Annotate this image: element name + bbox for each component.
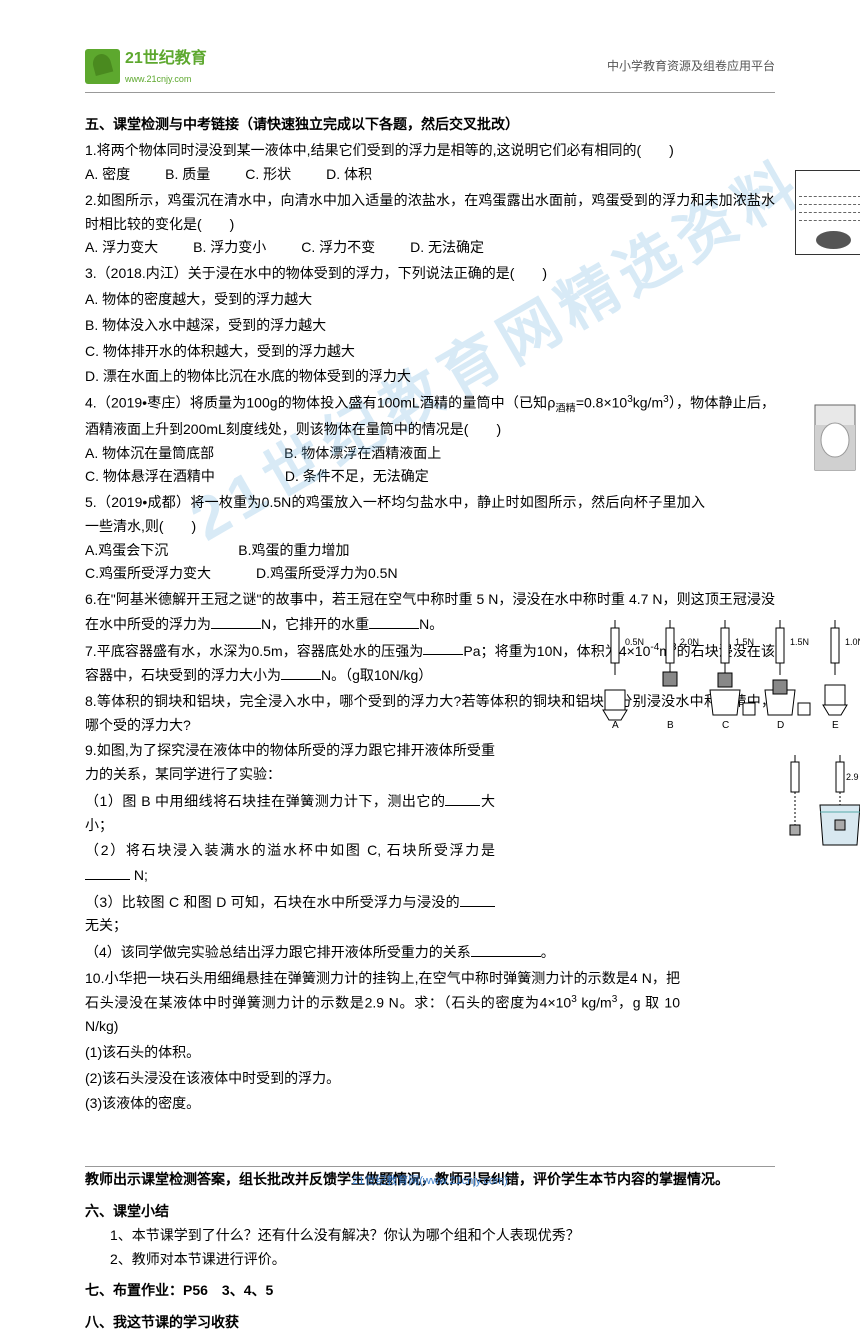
q4-options-2: C. 物体悬浮在酒精中 D. 条件不足，无法确定 [85, 465, 775, 489]
q1-optD: D. 体积 [326, 163, 372, 187]
logo: 21世纪教育 www.21cnjy.com [85, 45, 207, 87]
svg-text:1.0N: 1.0N [845, 637, 860, 647]
figure-cup-egg [805, 395, 860, 475]
q10-item3: (3)该液体的密度。 [85, 1092, 775, 1116]
logo-url: www.21cnjy.com [125, 72, 207, 87]
q4-optC: C. 物体悬浮在酒精中 [85, 465, 215, 489]
q9-item1: （1）图 B 中用细线将石块挂在弹簧测力计下，测出它的大小； [85, 789, 775, 837]
q2-options: A. 浮力变大 B. 浮力变小 C. 浮力不变 D. 无法确定 [85, 236, 775, 260]
svg-text:1.5N: 1.5N [790, 637, 809, 647]
q3-optA: A. 物体的密度越大，受到的浮力越大 [85, 288, 775, 312]
q9-text: 9.如图,为了探究浸在液体中的物体所受的浮力跟它排开液体所受重力的关系，某同学进… [85, 739, 775, 787]
section8-title: 八、我这节课的学习收获 [85, 1311, 775, 1335]
q10-item2: (2)该石头浸没在该液体中时受到的浮力。 [85, 1067, 775, 1091]
section5-title: 五、课堂检测与中考链接（请快速独立完成以下各题，然后交叉批改） [85, 113, 775, 137]
logo-icon [85, 49, 120, 84]
q10-item1: (1)该石头的体积。 [85, 1041, 775, 1065]
svg-text:B: B [667, 720, 674, 730]
q2-optD: D. 无法确定 [410, 236, 484, 260]
q2-optA: A. 浮力变大 [85, 236, 158, 260]
q4-text: 4.（2019•枣庄）将质量为100g的物体投入盛有100mL酒精的量筒中（已知… [85, 391, 775, 441]
q5-optB: B.鸡蛋的重力增加 [238, 539, 349, 563]
q1-optB: B. 质量 [165, 163, 210, 187]
q9-item2: （2）将石块浸入装满水的溢水杯中如图 C, 石块所受浮力是 N; [85, 839, 775, 887]
q4-optB: B. 物体漂浮在酒精液面上 [284, 442, 441, 466]
q9-item4: （4）该同学做完实验总结出浮力跟它排开液体所受重力的关系。 [85, 940, 775, 965]
q5-optA: A.鸡蛋会下沉 [85, 539, 168, 563]
q3-text: 3.（2018.内江）关于浸在水中的物体受到的浮力，下列说法正确的是( ) [85, 262, 775, 286]
svg-text:2.0N: 2.0N [680, 637, 699, 647]
q1-text: 1.将两个物体同时浸没到某一液体中,结果它们受到的浮力是相等的,这说明它们必有相… [85, 139, 775, 163]
q5-optC: C.鸡蛋所受浮力变大 [85, 562, 211, 586]
q1-options: A. 密度 B. 质量 C. 形状 D. 体积 [85, 163, 775, 187]
section7-title: 七、布置作业：P56 3、4、5 [85, 1279, 775, 1303]
q5-text: 5.（2019•成都）将一枚重为0.5N的鸡蛋放入一杯均匀盐水中，静止时如图所示… [85, 491, 775, 539]
section6-item2: 2、教师对本节课进行评价。 [85, 1248, 775, 1272]
section6-title: 六、课堂小结 [85, 1200, 775, 1224]
page-footer: 21世纪教育网(www.21cnjy.com) [85, 1166, 775, 1191]
q5-options-1: A.鸡蛋会下沉 B.鸡蛋的重力增加 [85, 539, 775, 563]
q2-optC: C. 浮力不变 [301, 236, 375, 260]
q1-optC: C. 形状 [245, 163, 291, 187]
svg-text:0.5N: 0.5N [625, 637, 644, 647]
q4-optA: A. 物体沉在量筒底部 [85, 442, 214, 466]
q3-optD: D. 漂在水面上的物体比沉在水底的物体受到的浮力大 [85, 365, 775, 389]
q5-options-2: C.鸡蛋所受浮力变大 D.鸡蛋所受浮力为0.5N [85, 562, 775, 586]
q3-optC: C. 物体排开水的体积越大，受到的浮力越大 [85, 340, 775, 364]
q4-options-1: A. 物体沉在量筒底部 B. 物体漂浮在酒精液面上 [85, 442, 775, 466]
svg-text:A: A [612, 720, 619, 730]
q2-text: 2.如图所示，鸡蛋沉在清水中，向清水中加入适量的浓盐水，在鸡蛋露出水面前，鸡蛋受… [85, 189, 775, 237]
q1-optA: A. 密度 [85, 163, 130, 187]
logo-text: 21世纪教育 [125, 45, 207, 72]
svg-text:D: D [777, 720, 784, 730]
header-right-text: 中小学教育资源及组卷应用平台 [607, 56, 775, 76]
q3-optB: B. 物体没入水中越深，受到的浮力越大 [85, 314, 775, 338]
svg-text:E: E [832, 720, 839, 730]
q2-optB: B. 浮力变小 [193, 236, 266, 260]
svg-text:2.9 N: 2.9 N [846, 772, 860, 782]
figure-egg-beaker [795, 170, 860, 255]
q9-item3: （3）比较图 C 和图 D 可知，石块在水中所受浮力与浸没的无关； [85, 890, 775, 938]
svg-text:C: C [722, 720, 729, 730]
q10-text: 10.小华把一块石头用细绳悬挂在弹簧测力计的挂钩上,在空气中称时弹簧测力计的示数… [85, 967, 775, 1039]
q4-optD: D. 条件不足，无法确定 [285, 465, 429, 489]
page-header: 21世纪教育 www.21cnjy.com 中小学教育资源及组卷应用平台 [85, 45, 775, 93]
section6-item1: 1、本节课学到了什么？还有什么没有解决？你认为哪个组和个人表现优秀？ [85, 1224, 775, 1248]
figure-density-experiment: 2.9 N [780, 750, 860, 850]
q5-optD: D.鸡蛋所受浮力为0.5N [256, 562, 398, 586]
svg-text:1.5N: 1.5N [735, 637, 754, 647]
figure-spring-scales: 0.5N 2.0N 1.5N 1.5N 1.0N A B C D E [595, 615, 860, 730]
